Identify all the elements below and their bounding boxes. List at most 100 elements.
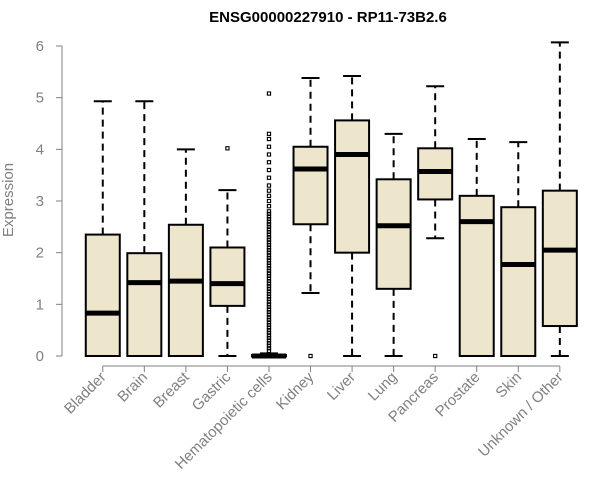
box-body xyxy=(209,246,246,307)
outlier-point xyxy=(266,219,272,224)
outlier-point xyxy=(266,286,272,291)
outlier-point xyxy=(266,289,272,294)
box-body xyxy=(375,178,412,290)
box-skin xyxy=(500,141,537,357)
outlier-point xyxy=(266,268,272,273)
outlier-point xyxy=(266,209,272,214)
y-tick-label: 6 xyxy=(36,38,44,55)
box-bladder xyxy=(84,100,121,357)
outlier-point xyxy=(266,240,272,245)
box-body xyxy=(500,206,537,357)
outlier-point xyxy=(266,216,272,222)
box-hematopoietic-cells xyxy=(250,91,287,359)
outlier-point xyxy=(433,353,438,359)
outlier-point xyxy=(266,167,272,173)
outlier-point xyxy=(266,188,272,193)
outlier-point xyxy=(266,304,272,310)
outlier-point xyxy=(266,227,272,232)
outlier-point xyxy=(266,278,272,284)
outlier-point xyxy=(266,232,272,237)
box-body xyxy=(541,189,578,328)
x-tick-label: Skin xyxy=(492,369,525,402)
outlier-point xyxy=(266,253,272,258)
outlier-point xyxy=(266,343,272,348)
outlier-point xyxy=(266,266,272,271)
outlier-point xyxy=(266,281,272,286)
outlier-point xyxy=(266,307,272,312)
box-prostate xyxy=(458,138,495,357)
outlier-point xyxy=(266,237,272,242)
outlier-point xyxy=(266,315,272,320)
outlier-point xyxy=(266,325,272,330)
box-breast xyxy=(167,148,204,357)
outlier-point xyxy=(266,235,272,240)
outlier-point xyxy=(266,255,272,260)
outlier-point xyxy=(266,320,272,325)
outlier-point xyxy=(266,198,272,204)
outlier-point xyxy=(266,91,272,96)
box-body xyxy=(292,145,329,226)
box-body xyxy=(167,223,204,357)
outlier-point xyxy=(266,224,272,229)
x-tick-label: Brain xyxy=(114,369,151,406)
outlier-point xyxy=(266,260,272,266)
outlier-point xyxy=(266,183,272,188)
outlier-point xyxy=(225,146,230,151)
outlier-point xyxy=(266,211,272,217)
box-gastric xyxy=(209,146,246,357)
y-axis-label: Expression xyxy=(0,163,17,237)
outlier-point xyxy=(266,340,272,346)
box-body xyxy=(334,119,371,254)
y-tick-label: 3 xyxy=(36,193,44,210)
outlier-point xyxy=(266,193,272,198)
outlier-point xyxy=(266,204,272,209)
outlier-point xyxy=(266,258,272,263)
box-body xyxy=(84,233,121,357)
outlier-point xyxy=(266,348,272,353)
x-tick-label: Kidney xyxy=(273,368,318,413)
box-lung xyxy=(375,132,412,357)
outlier-point xyxy=(266,263,272,268)
outlier-point xyxy=(266,144,272,149)
outlier-point xyxy=(266,291,272,297)
outlier-point xyxy=(266,346,272,351)
box-liver xyxy=(334,74,371,357)
outlier-point xyxy=(266,276,272,281)
x-tick-label: Lung xyxy=(365,369,401,405)
outlier-point xyxy=(266,152,272,157)
outlier-point xyxy=(266,136,272,142)
outlier-point xyxy=(266,242,272,248)
outlier-point xyxy=(266,271,272,276)
outlier-point xyxy=(266,317,272,322)
y-tick-label: 5 xyxy=(36,90,44,107)
chart-title: ENSG00000227910 - RP11-73B2.6 xyxy=(209,9,447,26)
outlier-point xyxy=(266,294,272,299)
y-tick-label: 0 xyxy=(36,348,44,365)
y-tick-label: 4 xyxy=(36,141,44,158)
outlier-point xyxy=(266,175,272,180)
outlier-point xyxy=(266,160,272,165)
outlier-point xyxy=(266,250,272,255)
outlier-point xyxy=(266,131,272,136)
outlier-point xyxy=(266,322,272,328)
outlier-point xyxy=(266,312,272,317)
x-tick-label: Bladder xyxy=(61,369,110,418)
outlier-point xyxy=(266,247,272,253)
outlier-point xyxy=(266,309,272,315)
outlier-point xyxy=(266,245,272,250)
outlier-point xyxy=(266,328,272,333)
outlier-point xyxy=(266,302,272,307)
outlier-point xyxy=(266,338,272,343)
y-axis-ticks: 0 1 2 3 4 5 6 xyxy=(36,38,62,365)
outlier-point xyxy=(266,299,272,304)
x-tick-label: Breast xyxy=(150,368,193,411)
box-brain xyxy=(126,100,163,357)
boxes-group xyxy=(84,41,578,359)
y-tick-label: 2 xyxy=(36,245,44,262)
outlier-point xyxy=(266,273,272,279)
box-unknown-other xyxy=(541,41,578,357)
outlier-point xyxy=(266,284,272,289)
outlier-point xyxy=(308,353,313,359)
